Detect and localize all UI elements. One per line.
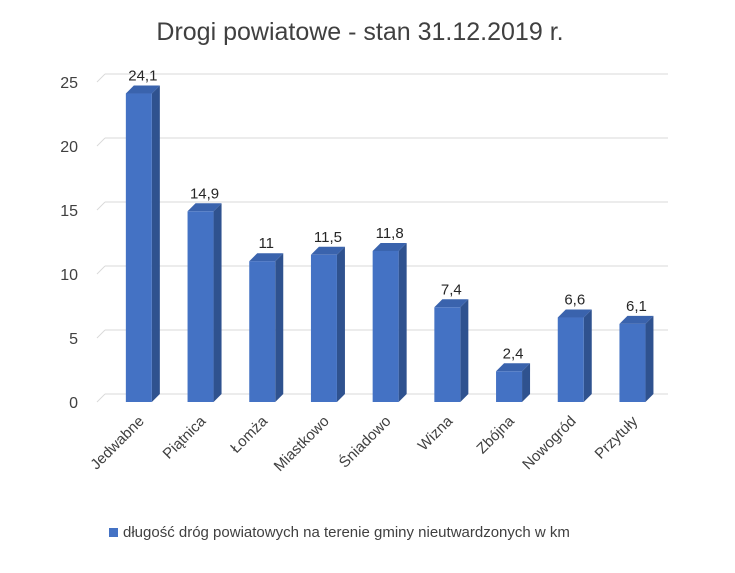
category-label: Śniadowo (335, 412, 394, 471)
bar-top (557, 309, 592, 318)
category-label: Miastkowo (271, 413, 333, 475)
gridline-depth (96, 73, 106, 83)
bar-front (372, 250, 399, 402)
bar-top (125, 85, 160, 94)
bar-1 (125, 85, 160, 403)
bar-top (619, 315, 654, 324)
bar-front (434, 307, 461, 402)
y-tick-label: 0 (69, 395, 78, 412)
gridline-depth (96, 265, 106, 275)
bar-side (213, 203, 222, 402)
data-label: 14,9 (190, 185, 219, 202)
bar-side (151, 85, 160, 403)
legend: długość dróg powiatowych na terenie gmin… (109, 524, 570, 541)
gridline-depth (96, 201, 106, 211)
bar-3 (249, 253, 284, 402)
bar-side (275, 253, 284, 402)
bars (125, 85, 654, 403)
y-tick-label: 10 (60, 267, 78, 284)
bar-top (187, 203, 222, 212)
bar-side (336, 246, 345, 402)
y-axis-ticks: 0 5 10 15 20 25 (60, 75, 78, 412)
data-label: 11 (258, 235, 274, 252)
legend-label: długość dróg powiatowych na terenie gmin… (123, 524, 570, 541)
category-label: Przytuły (592, 412, 642, 462)
y-tick-label: 5 (69, 331, 78, 348)
bar-front (310, 254, 337, 402)
bar-top (372, 242, 407, 251)
y-tick-label: 15 (60, 203, 78, 220)
bar-6 (434, 299, 469, 402)
chart-title: Drogi powiatowe - stan 31.12.2019 r. (156, 18, 563, 46)
bar-front (187, 211, 214, 402)
category-label: Zbójna (473, 412, 518, 457)
bar-top (434, 299, 469, 308)
bar-5 (372, 242, 407, 402)
bar-front (557, 317, 584, 402)
bar-front (249, 261, 276, 402)
category-label: Piątnica (160, 412, 210, 462)
gridline-depth (96, 393, 106, 403)
bar-2 (187, 203, 222, 402)
bar-side (522, 363, 531, 402)
data-label: 2,4 (503, 345, 524, 362)
gridline-depth (96, 329, 106, 339)
data-labels: 24,1 14,9 11 11,5 11,8 7,4 2,4 6,6 6,1 (128, 68, 647, 363)
bar-side (460, 299, 469, 402)
category-label: Łomża (227, 412, 271, 456)
y-tick-label: 20 (60, 139, 78, 156)
x-axis-categories: Jedwabne Piątnica Łomża Miastkowo Śniadowo Wi… (87, 412, 641, 475)
data-label: 6,1 (626, 298, 647, 315)
data-label: 7,4 (441, 281, 462, 298)
bar-top (249, 253, 284, 262)
gridline-depth (96, 137, 106, 147)
category-label: Jedwabne (87, 413, 147, 473)
bar-side (583, 309, 592, 402)
category-label: Wizna (415, 412, 457, 454)
bar-7 (496, 363, 531, 402)
category-label: Nowogród (519, 413, 579, 473)
bar-4 (310, 246, 345, 402)
data-label: 11,5 (314, 229, 342, 246)
data-label: 24,1 (128, 68, 157, 85)
bar-9 (619, 315, 654, 402)
bar-top (496, 363, 531, 372)
bar-side (645, 315, 654, 402)
bar-front (125, 93, 152, 403)
data-label: 6,6 (564, 292, 585, 309)
bar-front (619, 323, 646, 402)
bar-top (310, 246, 345, 255)
bar-front (496, 371, 523, 402)
data-label: 11,8 (376, 225, 404, 242)
legend-swatch (109, 528, 118, 537)
bar-8 (557, 309, 592, 402)
y-tick-label: 25 (60, 75, 78, 92)
bar-side (398, 242, 407, 402)
